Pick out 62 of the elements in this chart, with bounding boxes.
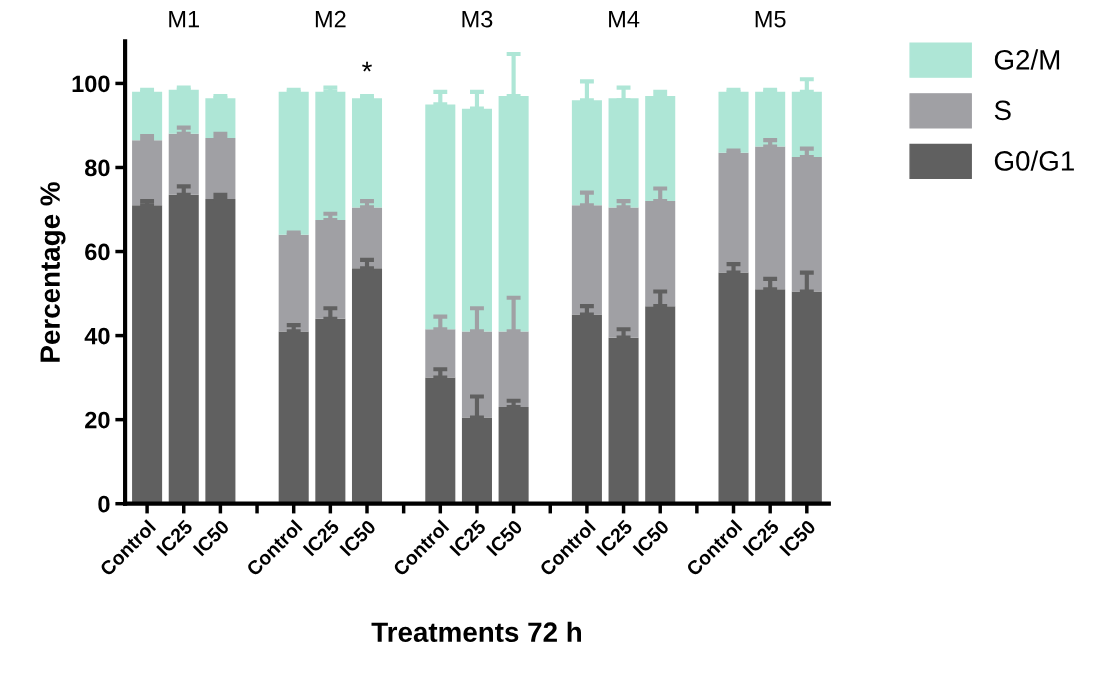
bar: [425, 104, 456, 330]
bar: [168, 133, 199, 195]
bar: [755, 91, 786, 147]
y-axis-title: Percentage %: [40, 182, 66, 362]
bar: [718, 152, 749, 273]
bar: [791, 156, 822, 292]
text: M4: [609, 11, 640, 28]
bar: [315, 220, 346, 319]
bar: [351, 268, 383, 504]
bar: [791, 291, 822, 504]
bar: [278, 234, 309, 332]
bar: [498, 331, 529, 408]
bar: [645, 96, 676, 202]
bar: [205, 98, 236, 139]
bar: [645, 201, 676, 307]
bar: [278, 331, 309, 504]
bar: [351, 98, 383, 208]
legend-label: S: [994, 100, 1011, 121]
bar: [498, 96, 529, 332]
y-tick-label: 100: [72, 75, 110, 93]
bar: [755, 146, 786, 290]
y-tick-label: 80: [85, 159, 110, 177]
bar: [461, 417, 492, 504]
bar: [278, 91, 309, 235]
bar: [461, 108, 492, 332]
annotation: *: [362, 61, 372, 72]
bar: [718, 91, 749, 153]
text: M5: [755, 11, 786, 28]
bar: [315, 91, 346, 221]
bar: [315, 318, 346, 504]
text: M2: [315, 10, 346, 28]
bar: [498, 407, 529, 504]
bar: [571, 314, 602, 504]
y-tick-label: 60: [85, 243, 110, 261]
bar: [461, 331, 492, 418]
bar: [425, 329, 456, 378]
bar: [645, 306, 676, 504]
text: M3: [462, 10, 493, 28]
bar: [791, 91, 822, 157]
y-tick-label: 40: [84, 327, 110, 345]
bar: [718, 272, 749, 504]
bar: [132, 91, 163, 141]
x-axis-title: Treatments 72 h: [371, 621, 581, 643]
bar: [132, 140, 163, 206]
text: M1: [169, 11, 199, 28]
bar: [571, 100, 602, 206]
y-tick-label: 0: [98, 495, 110, 513]
bar: [571, 205, 602, 315]
bar: [205, 138, 236, 199]
y-tick-label: 20: [85, 411, 110, 429]
bar: [425, 377, 456, 504]
bar: [168, 89, 199, 134]
bar: [608, 98, 639, 208]
bar: [608, 337, 639, 504]
bar: [351, 207, 383, 269]
bar: [205, 199, 236, 504]
legend-label: G2/M: [994, 49, 1060, 70]
bar: [168, 194, 199, 504]
bar: [608, 207, 639, 338]
legend-label: G0/G1: [994, 150, 1074, 171]
bar: [755, 289, 786, 504]
bar: [132, 205, 163, 504]
